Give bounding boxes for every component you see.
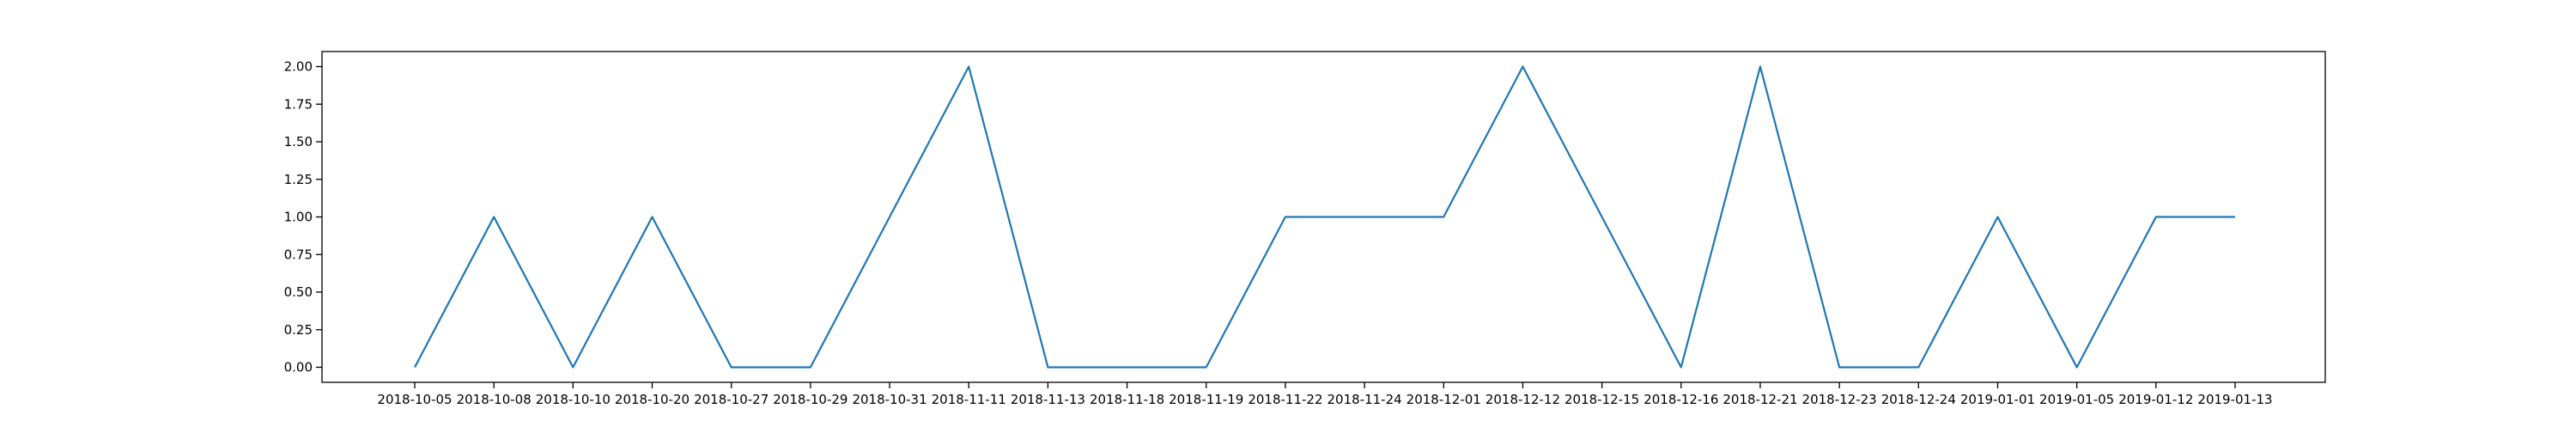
x-tick-label: 2019-01-01 [1960,392,2035,407]
x-tick-label: 2018-12-16 [1643,392,1718,407]
data-point [1283,215,1287,219]
data-point [1679,365,1683,369]
data-point [650,215,654,219]
x-tick-label: 2018-10-20 [615,392,690,407]
x-tick-label: 2019-01-12 [2118,392,2193,407]
series-layer [413,64,2238,369]
data-point [967,64,971,69]
x-tick-label: 2018-11-19 [1169,392,1243,407]
y-tick-label: 0.25 [284,322,313,338]
series-line-0 [414,65,2235,369]
x-tick-label: 2018-10-29 [773,392,848,407]
x-tick-label: 2018-12-15 [1564,392,1639,407]
data-point [1917,365,1921,369]
y-tick-label: 0.50 [284,284,313,300]
data-point [2075,365,2079,369]
x-tick-label: 2018-12-21 [1722,392,1797,407]
x-tick-label: 2019-01-13 [2197,392,2272,407]
data-point [729,365,733,369]
x-tick-label: 2018-10-10 [536,392,611,407]
x-tick-label: 2018-11-22 [1248,392,1322,407]
x-tick-label: 2018-11-24 [1327,392,1401,407]
x-tick-label: 2018-12-23 [1802,392,1877,407]
data-point [888,215,892,219]
data-point [1996,215,2000,219]
y-axis: 0.00 0.25 0.50 0.75 1.00 1.25 1.50 1.75 2.00 [284,59,322,375]
y-tick-label: 1.50 [284,134,313,149]
x-tick-label: 2019-01-05 [2039,392,2114,407]
y-tick-label: 0.00 [284,360,313,375]
data-point [1442,215,1446,219]
data-point [1758,64,1762,69]
y-tick-label: 1.00 [284,210,313,225]
data-point [413,365,417,369]
data-point [571,365,575,369]
x-tick-label: 2018-12-12 [1485,392,1560,407]
data-point [1204,365,1208,369]
data-point [2233,215,2238,219]
x-tick-label: 2018-11-13 [1011,392,1085,407]
x-axis: 2018-10-05 2018-10-08 2018-10-10 2018-10-20… [377,382,2273,407]
data-point [1363,215,1367,219]
y-tick-label: 2.00 [284,59,313,75]
data-point [492,215,496,219]
y-tick-label: 1.75 [284,96,313,112]
data-point [1125,365,1129,369]
y-tick-label: 0.75 [284,247,313,262]
plot-frame [321,51,2326,383]
data-point [1046,365,1050,369]
data-point [808,365,812,369]
x-tick-label: 2018-10-27 [694,392,769,407]
data-point [2154,215,2158,219]
data-point [1600,215,1604,219]
x-tick-label: 2018-10-31 [852,392,927,407]
y-tick-label: 1.25 [284,172,313,187]
data-point [1521,64,1525,69]
x-tick-label: 2018-12-24 [1881,392,1956,407]
x-tick-label: 2018-12-01 [1406,392,1481,407]
x-tick-label: 2018-10-05 [377,392,452,407]
x-tick-label: 2018-11-11 [932,392,1006,407]
x-tick-label: 2018-10-08 [457,392,532,407]
x-tick-label: 2018-11-18 [1090,392,1164,407]
data-point [1838,365,1842,369]
